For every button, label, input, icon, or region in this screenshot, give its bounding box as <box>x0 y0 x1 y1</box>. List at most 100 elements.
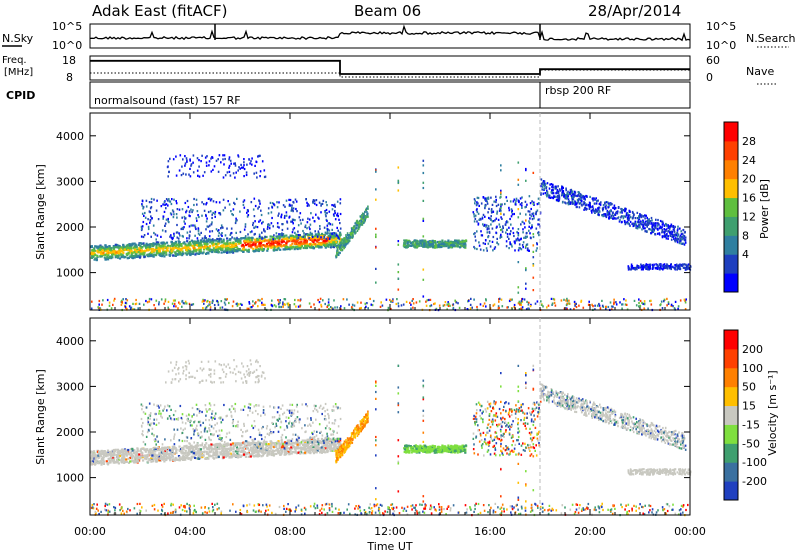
noise-cell <box>146 301 149 304</box>
column-cell <box>422 164 425 167</box>
late-cell <box>552 192 555 195</box>
scatter-cell <box>518 243 521 246</box>
high-cell <box>224 174 227 177</box>
streak-cell <box>160 205 163 208</box>
beam-title: Beam 06 <box>354 2 421 20</box>
late-cell <box>663 231 666 234</box>
high-cell <box>259 170 262 173</box>
streak-cell <box>239 230 242 234</box>
band-cell <box>184 252 187 255</box>
late-cell <box>613 206 616 209</box>
lowband-cell <box>636 268 638 271</box>
noise-cell <box>551 302 554 305</box>
streak-cell <box>315 199 318 202</box>
band-cell <box>226 242 229 245</box>
late-cell <box>577 201 579 204</box>
streak-cell <box>285 211 288 214</box>
colorbar-tick: 20 <box>742 173 756 186</box>
band-cell <box>178 251 181 254</box>
noise-cell <box>565 303 568 307</box>
band-cell <box>244 455 248 458</box>
scatter-cell <box>527 249 530 252</box>
band-cell <box>133 245 136 248</box>
band-cell <box>197 243 200 246</box>
column-cell <box>500 193 502 196</box>
streak-cell <box>292 207 295 210</box>
high-cell <box>250 160 252 163</box>
band-cell <box>233 250 236 253</box>
noise-cell <box>529 305 532 308</box>
late-cell <box>583 197 586 200</box>
streak-cell <box>334 209 336 213</box>
streak-cell <box>168 200 171 203</box>
band-cell <box>162 245 165 248</box>
noise-cell <box>466 308 469 311</box>
patch-cell <box>451 242 454 245</box>
lowband-cell <box>649 264 651 268</box>
streak-cell <box>211 230 214 233</box>
scatter-cell <box>473 232 475 236</box>
streak-cell <box>315 203 318 207</box>
late-cell <box>612 215 615 218</box>
scatter-cell <box>528 210 531 213</box>
column-cell <box>517 291 520 294</box>
noise-cell <box>438 304 441 307</box>
late-cell <box>647 223 650 226</box>
streak-cell <box>339 212 342 216</box>
scatter-cell <box>478 241 480 244</box>
scatter-cell <box>527 247 529 250</box>
high-cell <box>184 162 187 165</box>
band-cell <box>125 458 128 461</box>
late-cell <box>638 221 641 224</box>
late-cell <box>676 229 679 232</box>
rise-cell <box>348 239 351 242</box>
noise-cell <box>621 307 623 310</box>
noise-cell <box>328 303 330 306</box>
band-cell <box>298 241 302 244</box>
high-cell <box>202 174 204 177</box>
band-cell <box>317 237 320 240</box>
noise-cell <box>282 301 284 304</box>
late-cell <box>558 194 560 197</box>
band-cell <box>170 250 173 253</box>
band-cell <box>125 246 128 249</box>
band-cell <box>262 244 265 247</box>
late-cell <box>624 222 627 225</box>
noise-cell <box>91 300 93 303</box>
high-cell <box>210 170 213 173</box>
noise-cell <box>246 307 249 310</box>
patch-cell <box>415 243 418 246</box>
late-cell <box>679 236 681 239</box>
high-cell <box>198 165 200 168</box>
noise-cell <box>248 301 250 304</box>
freq-tick-low: 8 <box>66 71 73 84</box>
band-cell <box>231 247 234 250</box>
late-cell <box>556 189 559 192</box>
high-cell <box>223 163 225 166</box>
late-cell <box>609 209 612 213</box>
scatter-cell <box>535 213 537 216</box>
late-cell <box>646 216 648 219</box>
late-cell <box>568 201 570 204</box>
band-cell <box>186 252 189 255</box>
late-cell <box>669 234 672 237</box>
noise-cell <box>674 300 677 303</box>
patch-cell <box>433 240 436 243</box>
streak-cell <box>209 199 212 202</box>
streak-cell <box>296 210 298 213</box>
rise-cell <box>339 245 341 248</box>
streak-cell <box>291 208 293 211</box>
streak-cell <box>181 208 184 211</box>
patch-cell <box>451 244 454 247</box>
band-cell <box>334 237 338 240</box>
late-cell <box>583 200 585 204</box>
late-cell <box>655 218 657 221</box>
noise-cell <box>231 305 234 308</box>
streak-cell <box>273 203 275 206</box>
band-cell <box>192 241 195 244</box>
band-cell <box>302 237 305 240</box>
streak-cell <box>271 216 273 220</box>
late-cell <box>541 188 543 191</box>
late-cell <box>606 209 609 212</box>
